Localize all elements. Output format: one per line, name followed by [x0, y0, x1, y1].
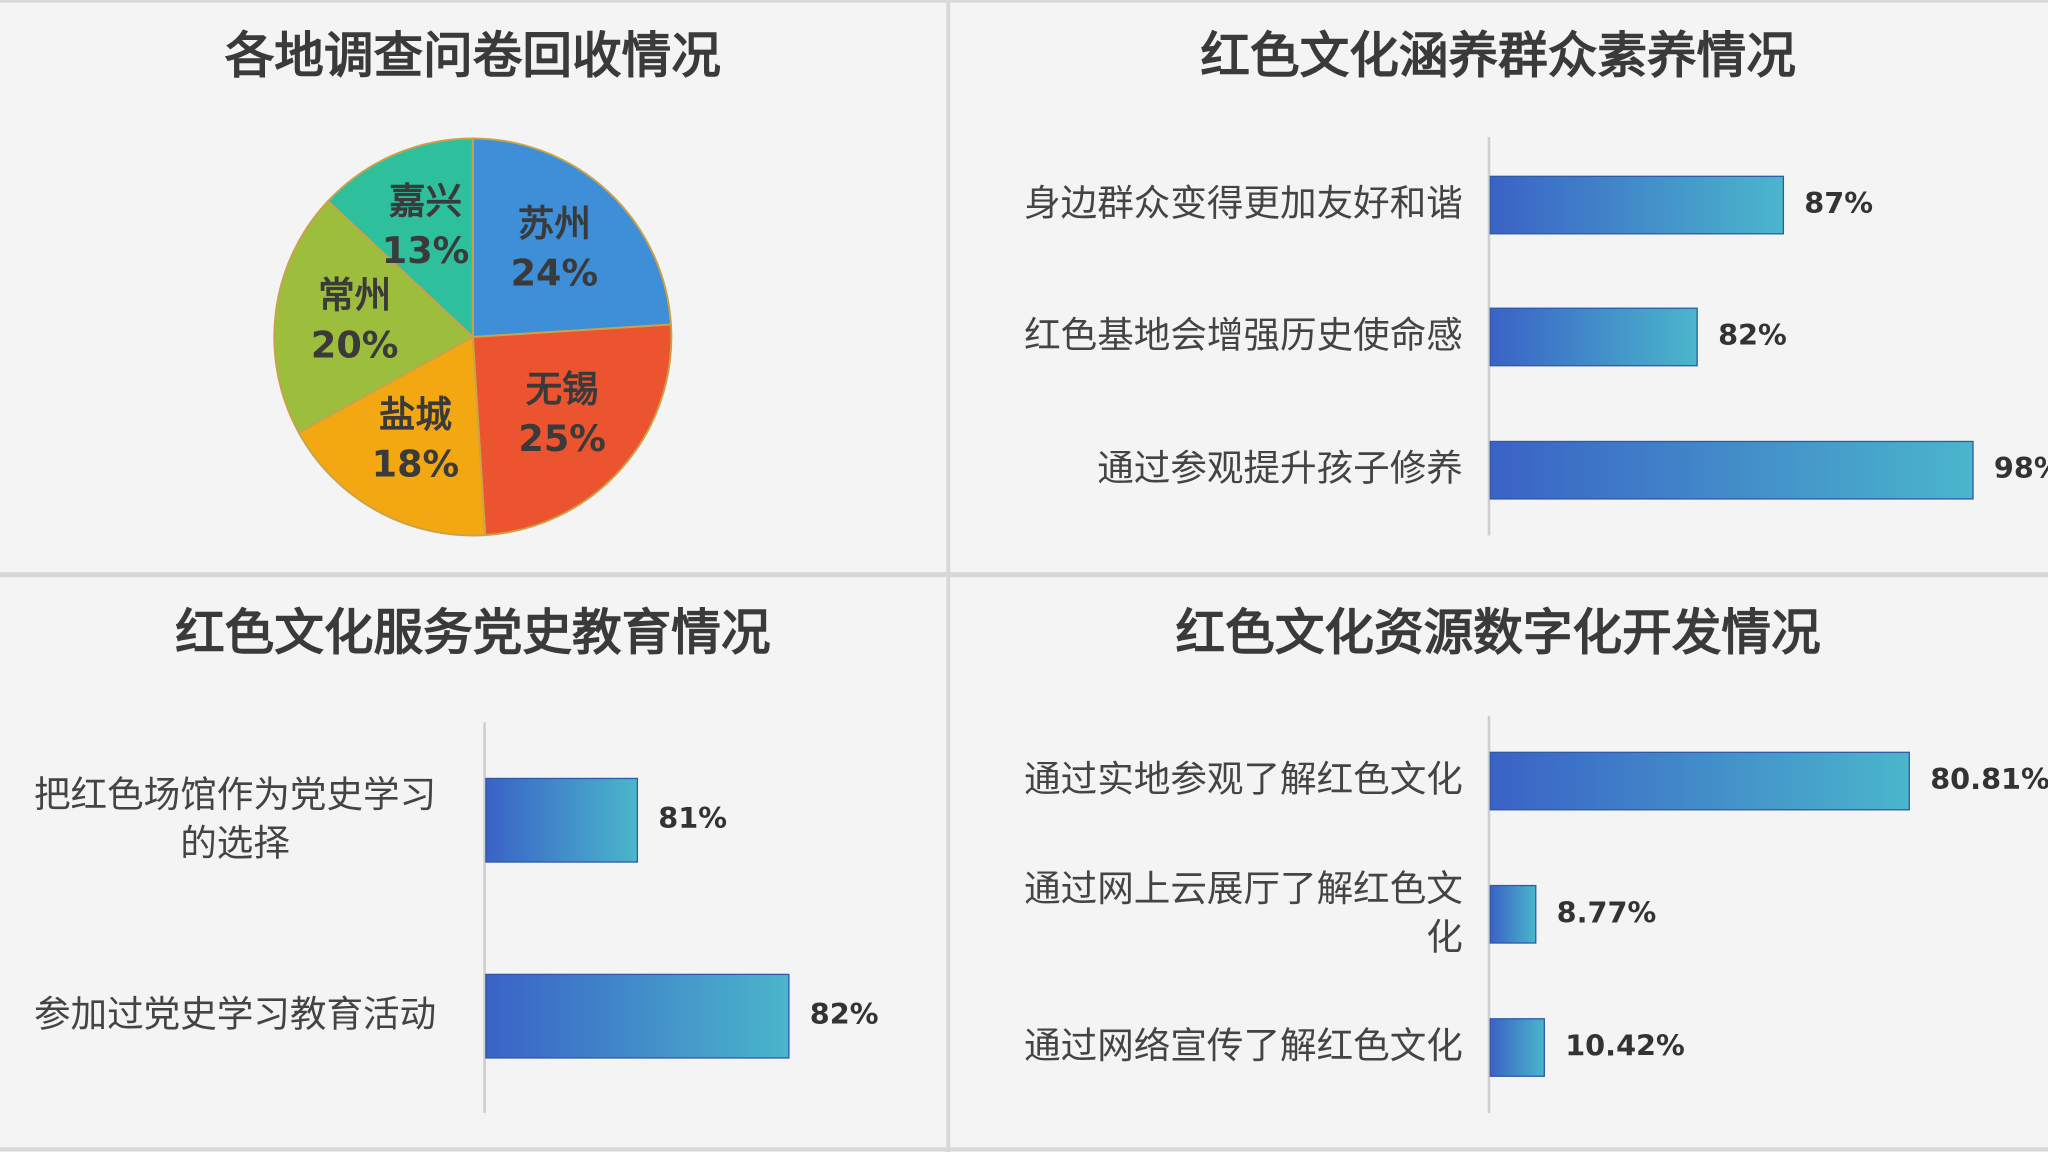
category-label: 红色基地会增强历史使命感 [1024, 313, 1463, 356]
bar-value-label: 98% [1994, 451, 2048, 485]
pie-value-label: 25% [518, 417, 606, 460]
bar [485, 973, 790, 1059]
bar-value-label: 81% [658, 801, 727, 835]
bar [485, 777, 639, 863]
pie-slice [297, 335, 487, 537]
pie-value-label: 24% [511, 251, 599, 294]
category-label: 通过参观提升孩子修养 [1097, 447, 1463, 490]
bar [1489, 175, 1785, 235]
bar-value-label: 10.42% [1565, 1029, 1685, 1063]
pie-category-label: 嘉兴 [389, 179, 462, 222]
bar [1489, 440, 1974, 500]
pie-value-label: 18% [372, 443, 460, 486]
pie-slice [471, 137, 672, 339]
pie-category-label: 苏州 [518, 202, 591, 245]
category-label: 参加过党史学习教育活动 [34, 993, 436, 1036]
category-label: 通过实地参观了解红色文化 [1024, 758, 1463, 801]
bar [1489, 751, 1910, 811]
bar-value-label: 80.81% [1930, 762, 2048, 796]
pie-category-label: 常州 [318, 274, 391, 317]
chart-title: 各地调查问卷回收情况 [225, 26, 721, 84]
bar [1489, 1018, 1545, 1077]
pie-category-label: 无锡 [526, 367, 599, 410]
bar [1489, 307, 1698, 367]
pie-slice [326, 137, 474, 340]
chart-title: 红色文化服务党史教育情况 [175, 604, 771, 662]
pie-slice [273, 199, 475, 434]
bar-value-label: 82% [1718, 318, 1787, 352]
pie-value-label: 20% [311, 323, 399, 366]
bar-value-label: 82% [810, 997, 879, 1031]
chart-title: 红色文化资源数字化开发情况 [1176, 604, 1821, 662]
category-label: 通过网络宣传了解红色文化 [1024, 1024, 1463, 1067]
bar [1489, 884, 1537, 944]
bar-value-label: 8.77% [1557, 895, 1657, 929]
pie-slice [471, 323, 673, 537]
pie-category-label: 盐城 [379, 393, 453, 436]
category-label: 把红色场馆作为党史学习的选择 [34, 773, 436, 864]
bar-value-label: 87% [1804, 186, 1873, 220]
category-label: 通过网上云展厅了解红色文化 [1024, 867, 1463, 958]
pie-value-label: 13% [382, 229, 470, 272]
category-label: 身边群众变得更加友好和谐 [1024, 182, 1463, 225]
chart-title: 红色文化涵养群众素养情况 [1200, 26, 1796, 84]
